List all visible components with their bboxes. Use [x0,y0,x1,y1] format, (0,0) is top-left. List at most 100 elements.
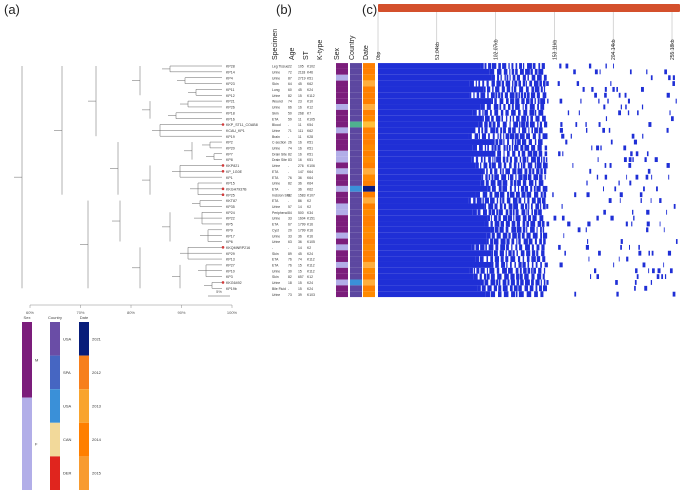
legend-swatch [22,397,32,490]
column-header: K-type [317,40,324,60]
table-cell: - [288,187,289,191]
presence-block [577,227,581,233]
column-header: Country [349,35,356,60]
sex-cell [336,226,348,233]
date-cell [363,215,375,222]
country-cell [350,98,362,105]
presence-block [533,267,536,274]
presence-block [626,256,629,262]
date-cell [363,162,375,169]
date-cell [363,74,375,81]
country-cell [350,63,362,69]
sex-cell [336,215,348,222]
presence-block [535,279,540,286]
table-cell: Bile Fluid [272,287,286,291]
presence-block [501,80,505,87]
presence-block [616,86,618,92]
sex-cell [336,244,348,251]
presence-block [486,273,490,280]
sex-cell [336,285,348,292]
presence-block [378,226,491,233]
presence-block [469,92,472,99]
presence-block [528,127,530,134]
presence-block [483,162,488,169]
presence-block [510,279,515,286]
presence-block [507,279,510,286]
table-cell: Skin [272,82,279,86]
table-cell: 11 [298,135,302,139]
legend-swatch [79,389,89,423]
presence-block [522,156,527,163]
presence-block [675,239,678,244]
presence-block [543,232,548,239]
presence-block [515,267,519,274]
presence-block [636,274,639,280]
presence-block [538,139,543,145]
legend-label: 2012 [92,370,102,375]
presence-block [498,63,501,69]
presence-block [484,144,487,151]
presence-block [532,63,536,69]
legend-swatch [79,422,89,457]
presence-block [506,144,509,151]
presence-block [534,68,538,75]
presence-block [523,238,528,245]
table-cell: 72 [288,70,292,74]
table-cell: 23 [298,100,302,104]
presence-block [533,185,536,192]
legend-label: USA [63,404,72,409]
presence-block [500,109,504,116]
presence-block [505,256,509,262]
presence-block [378,168,484,175]
presence-block [502,63,507,69]
presence-block [378,86,484,93]
table-cell: 500 [298,211,304,215]
presence-block [509,285,513,292]
presence-block [509,133,515,140]
presence-block [604,163,607,168]
tree-leaf-label: KP13 [226,258,235,262]
table-cell: K151 [307,217,315,221]
presence-block [508,144,511,151]
presence-block [487,185,491,192]
presence-block [491,174,494,181]
presence-block [521,209,525,216]
presence-block [650,280,653,285]
presence-block [598,98,600,104]
presence-block [629,244,630,250]
presence-block [496,267,500,274]
presence-block [666,209,668,215]
presence-block [535,285,538,292]
table-cell: 33 [288,234,292,238]
date-cell [363,209,375,216]
presence-block [630,151,633,157]
date-cell [363,261,375,268]
presence-block [378,92,470,99]
table-cell: 16 [298,106,302,110]
presence-block [505,226,509,233]
country-cell [350,273,362,280]
table-cell: 82 [288,182,292,186]
presence-block [502,267,507,274]
presence-block [494,226,499,233]
presence-block [531,209,533,216]
sex-cell [336,168,348,175]
country-cell [350,267,362,274]
presence-block [529,285,534,292]
presence-block [475,162,479,169]
date-cell [363,291,375,298]
presence-block [489,68,495,75]
table-cell: Peripheral [272,211,288,215]
table-cell: ETA [272,223,279,227]
presence-block [491,250,494,257]
presence-block [534,109,537,116]
presence-block [499,250,504,257]
presence-block [574,291,577,297]
tree-leaf-label: KP19b [226,287,237,291]
presence-block [498,291,502,298]
presence-block [515,209,519,216]
presence-block [484,279,489,286]
presence-block [511,109,516,116]
presence-block [625,221,628,227]
